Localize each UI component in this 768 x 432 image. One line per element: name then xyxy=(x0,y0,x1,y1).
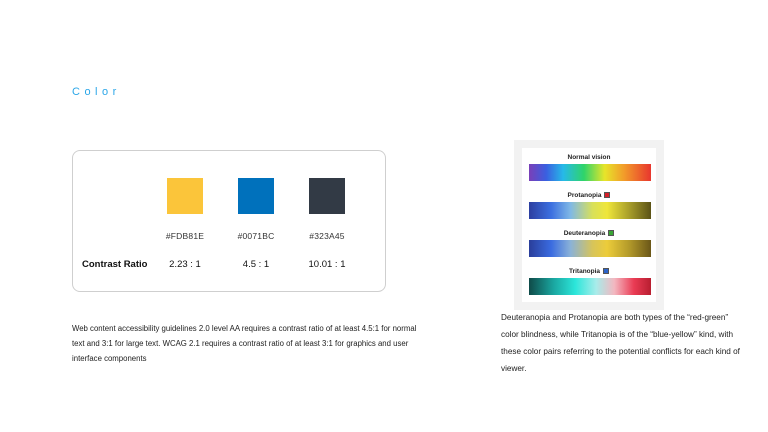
red-square-icon xyxy=(604,192,611,198)
swatch-yellow xyxy=(167,178,203,214)
ratio-dark-gray: 10.01 : 1 xyxy=(308,259,346,270)
spectrum-normal xyxy=(529,164,651,181)
hex-label-yellow: #FDB81E xyxy=(165,231,205,241)
contrast-ratio-label: Contrast Ratio xyxy=(82,259,148,270)
label-tritanopia: Tritanopia xyxy=(522,268,656,275)
ratio-blue: 4.5 : 1 xyxy=(242,259,270,270)
color-blindness-chart: Normal vision Protanopia Deuteranopia Tr… xyxy=(522,148,656,302)
swatch-dark-gray xyxy=(309,178,345,214)
hex-label-blue: #0071BC xyxy=(237,231,275,241)
contrast-card: #FDB81E #0071BC #323A45 Contrast Ratio 2… xyxy=(72,150,386,292)
swatch-blue xyxy=(238,178,274,214)
label-deuteranopia: Deuteranopia xyxy=(522,230,656,237)
label-protanopia: Protanopia xyxy=(522,192,656,199)
hex-label-dark-gray: #323A45 xyxy=(309,231,345,241)
accessibility-description: Web content accessibility guidelines 2.0… xyxy=(72,324,417,363)
color-blindness-figure: Normal vision Protanopia Deuteranopia Tr… xyxy=(514,140,664,310)
spectrum-deuteranopia xyxy=(529,240,651,257)
green-square-icon xyxy=(608,230,615,236)
section-title: Color xyxy=(72,86,121,98)
label-normal-vision: Normal vision xyxy=(567,154,611,161)
color-blindness-description: Deuteranopia and Protanopia are both typ… xyxy=(501,313,740,373)
blue-square-icon xyxy=(603,268,610,274)
spectrum-protanopia xyxy=(529,202,651,219)
ratio-yellow: 2.23 : 1 xyxy=(169,259,201,270)
spectrum-tritanopia xyxy=(529,278,651,295)
